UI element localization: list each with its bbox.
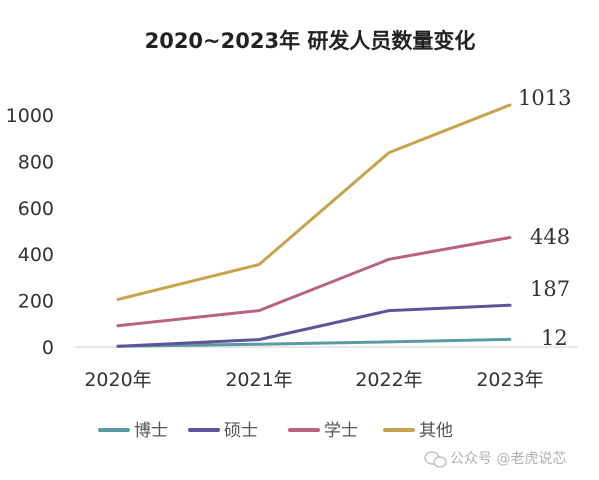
wechat-icon — [424, 451, 447, 468]
x-axis: 2020年 2021年 2022年 2023年 — [75, 346, 578, 391]
end-labels: 12 187 448 1013 — [518, 86, 571, 350]
watermark-text: 公众号 @老虎说芯 — [450, 451, 566, 467]
legend-item: 博士 — [98, 421, 168, 441]
x-tick-label: 2020年 — [84, 369, 151, 391]
series-lines — [116, 103, 512, 348]
y-axis: 0 200 400 600 800 1000 — [6, 105, 54, 359]
series-end-label: 187 — [530, 277, 570, 301]
y-tick-label: 0 — [42, 337, 54, 359]
y-tick-label: 1000 — [6, 105, 54, 127]
y-tick-label: 400 — [18, 244, 54, 266]
legend-item: 硕士 — [188, 421, 258, 441]
series-line-4 — [116, 103, 512, 301]
series-line-2 — [116, 303, 512, 348]
watermark: 公众号 @老虎说芯 — [424, 451, 566, 468]
series-line-3 — [116, 236, 512, 328]
legend: 博士 硕士 学士 其他 — [98, 421, 453, 441]
y-tick-label: 200 — [18, 291, 54, 313]
legend-label: 学士 — [324, 421, 358, 441]
x-tick-label: 2022年 — [355, 369, 422, 391]
y-tick-label: 800 — [18, 151, 54, 173]
legend-item: 其他 — [383, 421, 453, 441]
x-tick-label: 2023年 — [476, 369, 543, 391]
series-line-1 — [116, 337, 512, 348]
chart-title: 2020~2023年 研发人员数量变化 — [145, 29, 476, 53]
legend-item: 学士 — [288, 421, 358, 441]
series-end-label: 448 — [530, 225, 570, 249]
y-tick-label: 600 — [18, 198, 54, 220]
legend-label: 硕士 — [224, 421, 258, 441]
x-tick-label: 2021年 — [225, 369, 292, 391]
legend-label: 博士 — [134, 421, 168, 441]
series-end-label: 12 — [541, 326, 568, 350]
series-end-label: 1013 — [518, 86, 571, 110]
legend-label: 其他 — [419, 421, 453, 441]
